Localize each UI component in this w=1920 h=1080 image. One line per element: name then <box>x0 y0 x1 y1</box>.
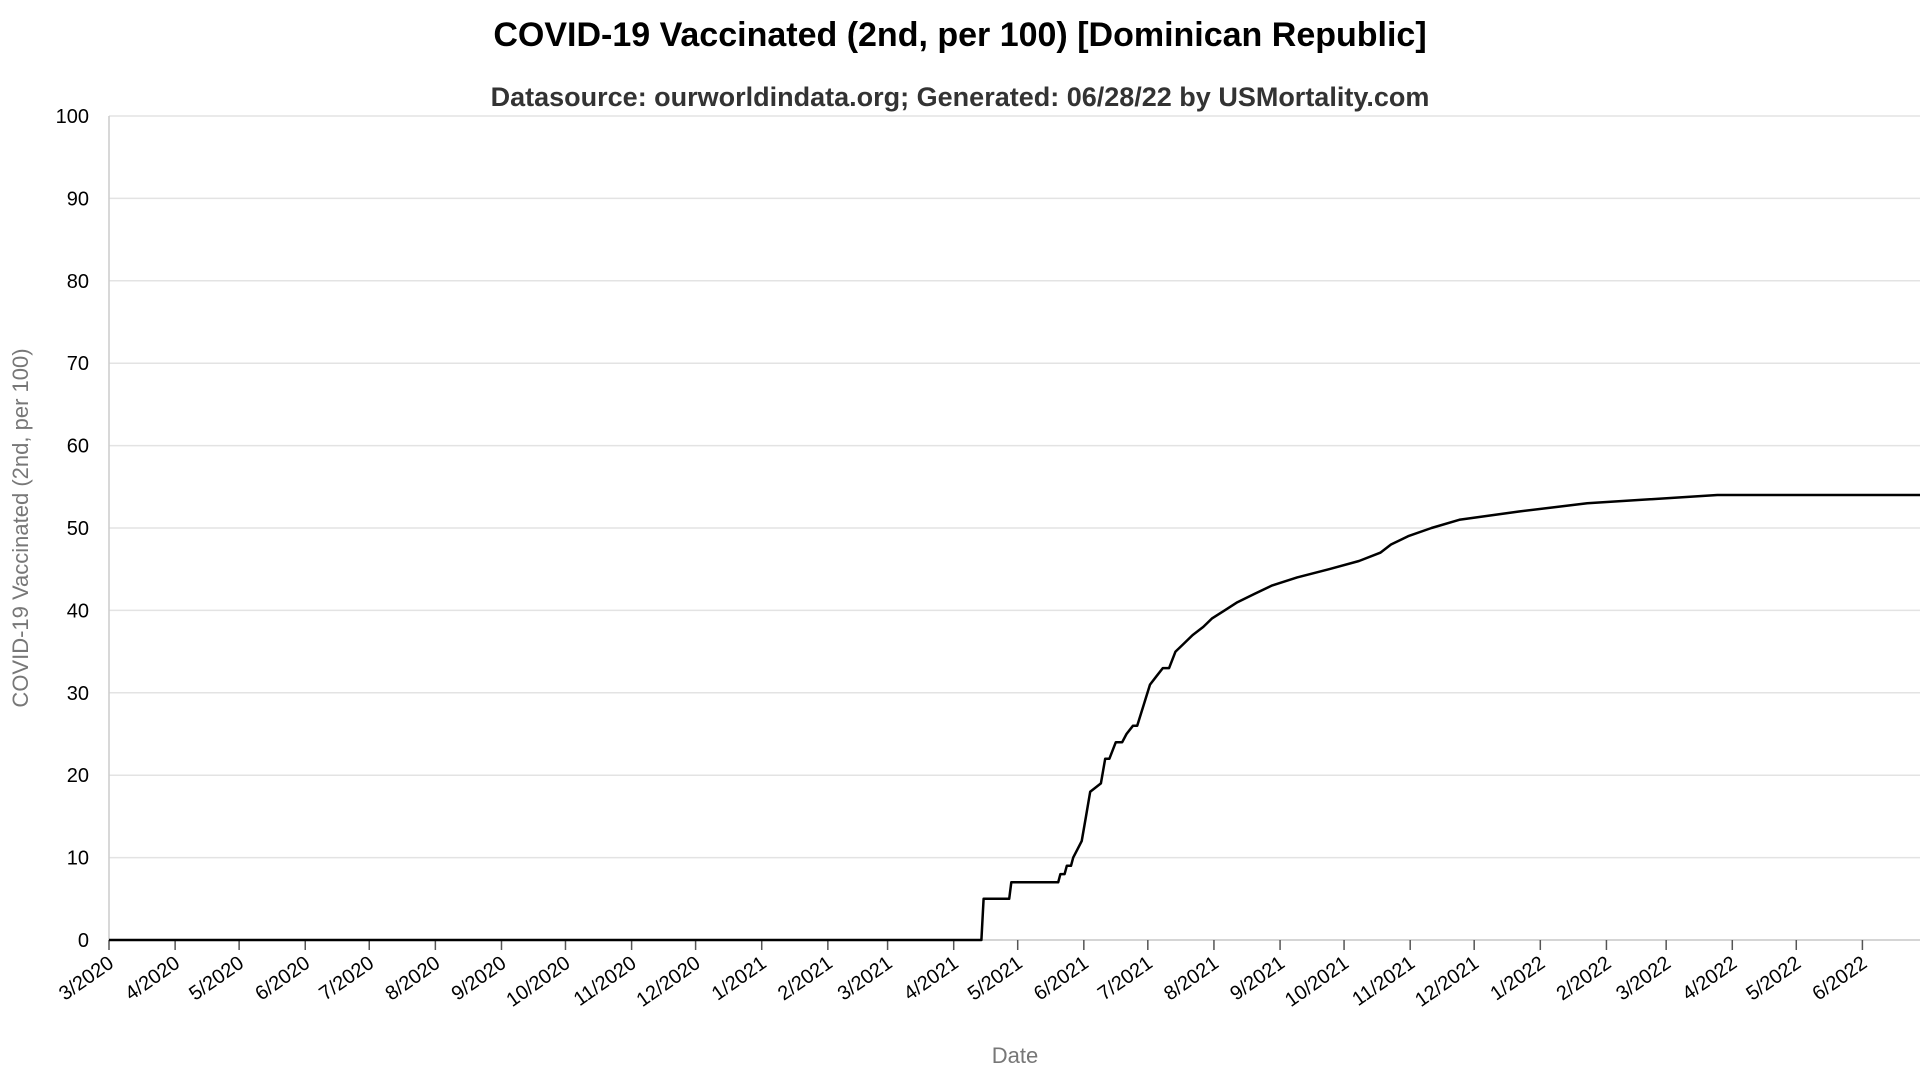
y-tick-label: 80 <box>67 271 89 293</box>
x-tick-label: 11/2020 <box>570 952 641 1011</box>
y-tick-label: 70 <box>67 353 89 375</box>
x-tick-label: 12/2020 <box>633 952 705 1011</box>
y-tick-label: 20 <box>67 765 89 787</box>
x-tick-label: 3/2021 <box>834 952 897 1005</box>
x-tick-label: 10/2021 <box>1281 952 1353 1011</box>
y-tick-label: 50 <box>67 518 89 540</box>
x-tick-label: 10/2020 <box>503 952 575 1011</box>
x-tick-label: 5/2021 <box>964 952 1027 1005</box>
y-tick-label: 40 <box>67 600 89 622</box>
x-tick-label: 7/2020 <box>315 952 378 1005</box>
x-tick-label: 4/2020 <box>121 952 184 1005</box>
x-tick-label: 6/2021 <box>1030 952 1093 1005</box>
y-tick-label: 10 <box>67 848 89 870</box>
x-tick-labels: 3/2020 4/2020 5/2020 6/2020 7/2020 8/2020 9/20… <box>55 952 1871 1011</box>
x-tick-label: 12/2021 <box>1411 952 1483 1011</box>
chart-subtitle: Datasource: ourworldindata.org; Generate… <box>490 82 1430 112</box>
x-tick-label: 5/2022 <box>1742 952 1805 1005</box>
y-tick-label: 0 <box>78 930 89 952</box>
x-axis-label: Date <box>992 1043 1038 1068</box>
x-tick-label: 11/2021 <box>1348 952 1419 1011</box>
y-tick-label: 30 <box>67 683 89 705</box>
series-layer <box>109 493 1920 942</box>
x-tick-label: 2/2021 <box>774 952 837 1005</box>
x-tick-label: 3/2022 <box>1612 952 1675 1005</box>
y-tick-label: 60 <box>67 436 89 458</box>
x-tick-label: 9/2021 <box>1226 952 1289 1005</box>
y-tick-labels: 0 10 20 30 40 50 60 70 80 90 100 <box>56 106 89 952</box>
x-tick-label: 7/2021 <box>1094 952 1157 1005</box>
x-tick-label: 4/2021 <box>900 952 963 1005</box>
y-tick-label: 100 <box>56 106 89 128</box>
x-tick-label: 1/2021 <box>708 952 771 1005</box>
x-tick-label: 3/2020 <box>55 952 118 1005</box>
y-tick-label: 90 <box>67 188 89 210</box>
axes <box>108 116 1920 950</box>
x-tick-label: 8/2020 <box>382 952 445 1005</box>
chart-title: COVID-19 Vaccinated (2nd, per 100) [Domi… <box>493 16 1427 54</box>
x-tick-label: 8/2021 <box>1160 952 1223 1005</box>
x-tick-label: 1/2022 <box>1486 952 1549 1005</box>
x-tick-label: 5/2020 <box>185 952 248 1005</box>
x-tick-label: 2/2022 <box>1553 952 1616 1005</box>
grid-lines <box>109 115 1920 941</box>
x-tick-label: 6/2020 <box>251 952 314 1005</box>
series-line <box>109 493 1920 942</box>
x-tick-label: 9/2020 <box>448 952 511 1005</box>
y-axis-label: COVID-19 Vaccinated (2nd, per 100) <box>8 348 33 707</box>
x-tick-label: 4/2022 <box>1678 952 1741 1005</box>
x-tick-label: 6/2022 <box>1809 952 1872 1005</box>
